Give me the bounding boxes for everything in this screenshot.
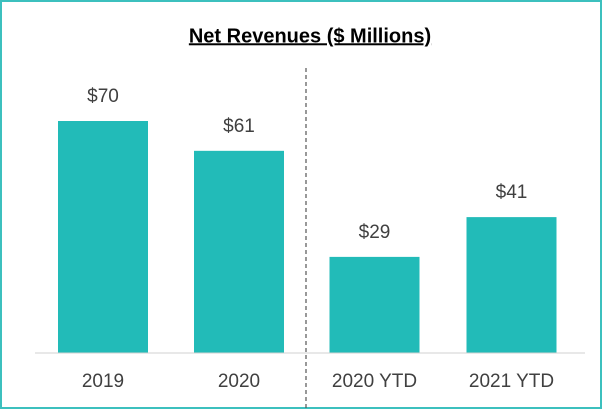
bar [329, 256, 420, 353]
bar [194, 150, 284, 353]
bar [58, 121, 148, 353]
x-tick-label: 2019 [82, 371, 124, 392]
data-label: $29 [359, 222, 391, 243]
x-tick-label: 2020 [218, 371, 260, 392]
chart-title: Net Revenues ($ Millions) [189, 25, 431, 47]
data-label: $41 [496, 182, 528, 203]
data-label: $61 [223, 116, 255, 137]
bar [466, 217, 557, 353]
data-label: $70 [87, 86, 119, 107]
x-tick-label: 2021 YTD [469, 371, 554, 392]
x-tick-label: 2020 YTD [332, 371, 417, 392]
